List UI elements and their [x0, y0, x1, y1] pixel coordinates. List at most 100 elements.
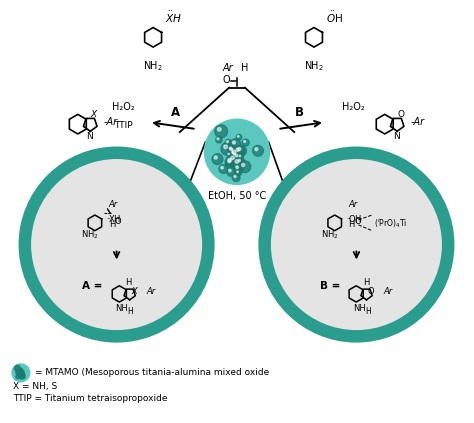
Circle shape: [238, 148, 241, 151]
Circle shape: [20, 374, 25, 379]
Circle shape: [25, 153, 209, 336]
Circle shape: [18, 370, 24, 376]
Circle shape: [237, 135, 242, 140]
Circle shape: [233, 152, 243, 162]
Circle shape: [228, 160, 231, 163]
Text: ($^i$PrO)$_4$Ti: ($^i$PrO)$_4$Ti: [374, 216, 408, 230]
Circle shape: [229, 147, 243, 161]
Text: Ar: Ar: [383, 288, 392, 297]
Circle shape: [217, 138, 219, 140]
Text: H: H: [109, 220, 115, 229]
Text: $\ddot{X}$H: $\ddot{X}$H: [165, 10, 182, 25]
Text: B =: B =: [320, 281, 340, 291]
Circle shape: [221, 142, 234, 155]
Circle shape: [227, 168, 236, 176]
Circle shape: [242, 139, 249, 146]
Circle shape: [239, 161, 251, 173]
Circle shape: [264, 153, 448, 336]
Text: H: H: [128, 307, 133, 316]
Circle shape: [212, 154, 223, 165]
Text: H: H: [363, 277, 369, 286]
Circle shape: [239, 155, 241, 157]
Circle shape: [236, 145, 246, 156]
Text: H: H: [365, 307, 371, 316]
Circle shape: [204, 119, 270, 184]
Circle shape: [230, 139, 241, 149]
Text: O: O: [355, 217, 361, 226]
Circle shape: [19, 370, 24, 375]
Circle shape: [14, 365, 20, 371]
Text: $\ddot{O}$H: $\ddot{O}$H: [326, 10, 343, 25]
Circle shape: [20, 368, 23, 371]
Text: N: N: [87, 132, 93, 140]
Text: $\ddot{}$XH: $\ddot{}$XH: [107, 213, 121, 224]
Circle shape: [221, 167, 223, 169]
Circle shape: [234, 146, 245, 157]
Circle shape: [224, 145, 228, 148]
Circle shape: [219, 165, 228, 173]
Circle shape: [229, 147, 232, 149]
Text: X = NH, S: X = NH, S: [13, 382, 57, 391]
Text: O: O: [115, 217, 121, 226]
Circle shape: [235, 154, 238, 157]
Circle shape: [232, 174, 240, 181]
Text: Ar: Ar: [222, 63, 233, 73]
Circle shape: [255, 148, 258, 151]
Circle shape: [228, 145, 236, 154]
Circle shape: [228, 154, 241, 166]
Text: X: X: [91, 110, 97, 119]
Circle shape: [225, 139, 232, 146]
Circle shape: [231, 156, 234, 159]
Circle shape: [234, 153, 236, 155]
Text: $\ddot{}$OH: $\ddot{}$OH: [346, 213, 362, 224]
Circle shape: [214, 156, 217, 159]
Circle shape: [227, 141, 228, 143]
Text: H₂O₂: H₂O₂: [112, 102, 135, 113]
Circle shape: [12, 364, 30, 382]
Text: X: X: [131, 288, 137, 297]
Circle shape: [225, 156, 237, 168]
Circle shape: [20, 376, 23, 379]
Circle shape: [232, 152, 239, 159]
Circle shape: [228, 169, 231, 172]
Text: NH: NH: [353, 304, 366, 313]
Circle shape: [253, 146, 264, 156]
Text: Ar: Ar: [146, 288, 155, 297]
Circle shape: [215, 125, 228, 138]
Text: TTIP = Titanium tetraisopropoxide: TTIP = Titanium tetraisopropoxide: [13, 394, 167, 403]
Circle shape: [232, 150, 236, 154]
Circle shape: [228, 159, 231, 162]
Circle shape: [242, 163, 245, 167]
Text: O: O: [397, 110, 404, 119]
Text: A: A: [171, 106, 181, 119]
Text: NH$_2$: NH$_2$: [143, 59, 163, 73]
Circle shape: [16, 375, 20, 379]
Circle shape: [18, 373, 24, 378]
Circle shape: [218, 127, 221, 131]
Text: TTIP: TTIP: [114, 121, 133, 130]
Text: NH$_2$: NH$_2$: [81, 228, 99, 241]
Text: NH: NH: [115, 304, 128, 313]
Text: O: O: [222, 75, 230, 85]
Text: N: N: [393, 132, 400, 140]
Circle shape: [230, 148, 233, 151]
Text: H: H: [125, 277, 132, 286]
Circle shape: [238, 154, 244, 159]
Text: -Ar: -Ar: [104, 117, 118, 127]
Text: NH$_2$: NH$_2$: [321, 228, 338, 241]
Text: B: B: [295, 106, 304, 119]
Circle shape: [232, 157, 245, 170]
Circle shape: [216, 137, 222, 143]
Circle shape: [235, 160, 238, 163]
Circle shape: [237, 158, 244, 165]
Text: -Ar: -Ar: [410, 117, 425, 127]
Circle shape: [234, 176, 236, 178]
Circle shape: [232, 151, 234, 153]
Circle shape: [234, 164, 244, 173]
Circle shape: [231, 151, 237, 157]
Circle shape: [244, 140, 246, 143]
Text: Ar: Ar: [348, 200, 358, 209]
Circle shape: [226, 158, 236, 168]
Text: = MTAMO (Mesoporous titania-alumina mixed oxide: = MTAMO (Mesoporous titania-alumina mixe…: [35, 368, 269, 377]
Circle shape: [227, 152, 232, 157]
